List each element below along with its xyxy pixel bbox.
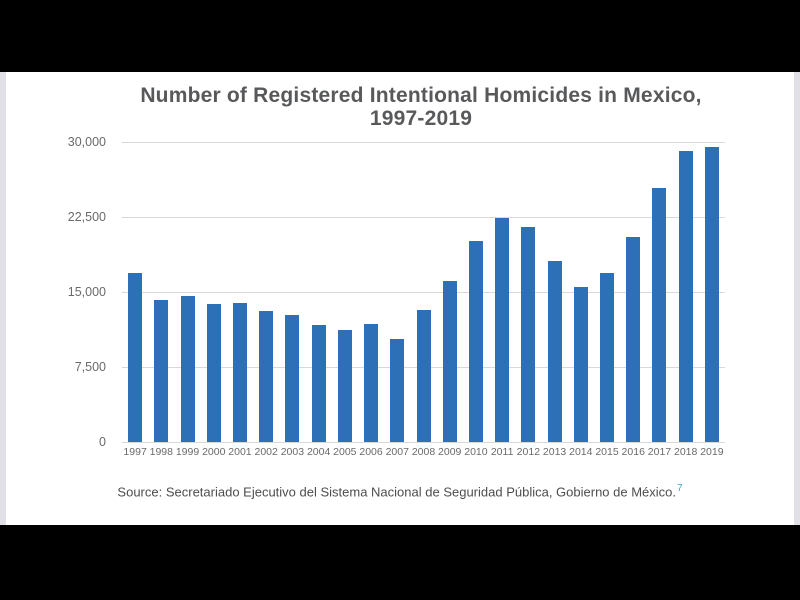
- y-axis-tick-label: 7,500: [74, 360, 106, 374]
- bar-2012: [521, 227, 536, 442]
- x-axis-tick-label: 2009: [438, 446, 462, 458]
- bar-2014: [573, 287, 588, 442]
- x-axis-tick-label: 2018: [673, 446, 698, 458]
- x-axis-tick-label: 1997: [123, 446, 147, 458]
- bar-2010: [468, 241, 483, 442]
- x-axis-tick-label: 2003: [280, 446, 305, 458]
- presentation-slide: Number of Registered Intentional Homicid…: [6, 72, 794, 525]
- bar-1997: [128, 273, 143, 442]
- x-axis-tick-label: 2012: [516, 446, 541, 458]
- bar-2004: [311, 325, 326, 442]
- chart-title: Number of Registered Intentional Homicid…: [6, 84, 794, 130]
- x-axis-tick-label: 2010: [464, 446, 488, 458]
- x-axis-tick-label: 2013: [542, 446, 567, 458]
- x-axis-tick-label: 2007: [385, 446, 409, 458]
- bar-2017: [652, 188, 667, 442]
- y-axis-tick-label: 15,000: [67, 285, 106, 299]
- bar-2003: [285, 315, 300, 442]
- bar-2002: [259, 311, 274, 442]
- y-axis: 0 7,500 15,000 22,500 30,000: [36, 135, 106, 449]
- x-axis-tick-label: 1999: [175, 446, 200, 458]
- x-axis-tick-label: 2017: [647, 446, 672, 458]
- homicides-bar-chart: 0 7,500 15,000 22,500 30,000 1997 1998 1999 200…: [6, 135, 794, 462]
- x-axis-tick-label: 2000: [202, 446, 226, 458]
- bar-2015: [600, 273, 615, 442]
- x-axis-tick-label: 2006: [359, 446, 383, 458]
- x-axis-tick-label: 2008: [411, 446, 436, 458]
- bar-2001: [232, 303, 247, 442]
- x-axis-tick-label: 2014: [569, 446, 593, 458]
- source-citation: Source: Secretariado Ejecutivo del Siste…: [6, 483, 794, 499]
- chart-title-line1: Number of Registered Intentional Homicid…: [140, 84, 702, 107]
- bar-2013: [547, 261, 562, 442]
- x-axis-tick-label: 2011: [490, 446, 514, 458]
- bar-2005: [337, 330, 352, 442]
- bar-2018: [678, 151, 693, 442]
- slide-left-edge: [0, 72, 6, 525]
- bar-2019: [704, 147, 719, 442]
- bar-2000: [206, 304, 221, 442]
- gridline-15000: [122, 292, 725, 293]
- y-axis-tick-label: 0: [99, 435, 106, 449]
- bar-2011: [495, 218, 510, 442]
- bar-2006: [364, 324, 379, 442]
- source-text: Source: Secretariado Ejecutivo del Siste…: [117, 484, 677, 500]
- x-axis-tick-label: 2004: [306, 446, 331, 458]
- plot-area: [122, 142, 725, 443]
- bar-1998: [154, 300, 169, 442]
- chart-title-line2: 1997-2019: [369, 107, 473, 130]
- bar-1999: [180, 296, 195, 442]
- footnote-marker: 7: [677, 483, 683, 494]
- bar-2007: [390, 339, 405, 442]
- slide-right-edge: [794, 72, 800, 525]
- x-axis-tick-label: 2001: [228, 446, 252, 458]
- x-axis-tick-label: 2016: [621, 446, 645, 458]
- y-axis-tick-label: 22,500: [67, 210, 106, 224]
- y-axis-tick-label: 30,000: [67, 135, 106, 149]
- x-axis-tick-label: 1998: [149, 446, 173, 458]
- gridline-0: [122, 442, 725, 443]
- bar-2016: [626, 237, 641, 442]
- gridline-22500: [122, 217, 725, 218]
- x-axis-tick-label: 2002: [254, 446, 278, 458]
- x-axis-tick-label: 2015: [595, 446, 619, 458]
- x-axis: 1997 1998 1999 2000 2001 2002 2003 2004 2005 2006…: [122, 446, 725, 460]
- gridline-30000: [122, 142, 725, 143]
- x-axis-tick-label: 2005: [333, 446, 357, 458]
- bar-2008: [416, 310, 431, 442]
- x-axis-tick-label: 2019: [700, 446, 724, 458]
- bar-2009: [442, 281, 457, 442]
